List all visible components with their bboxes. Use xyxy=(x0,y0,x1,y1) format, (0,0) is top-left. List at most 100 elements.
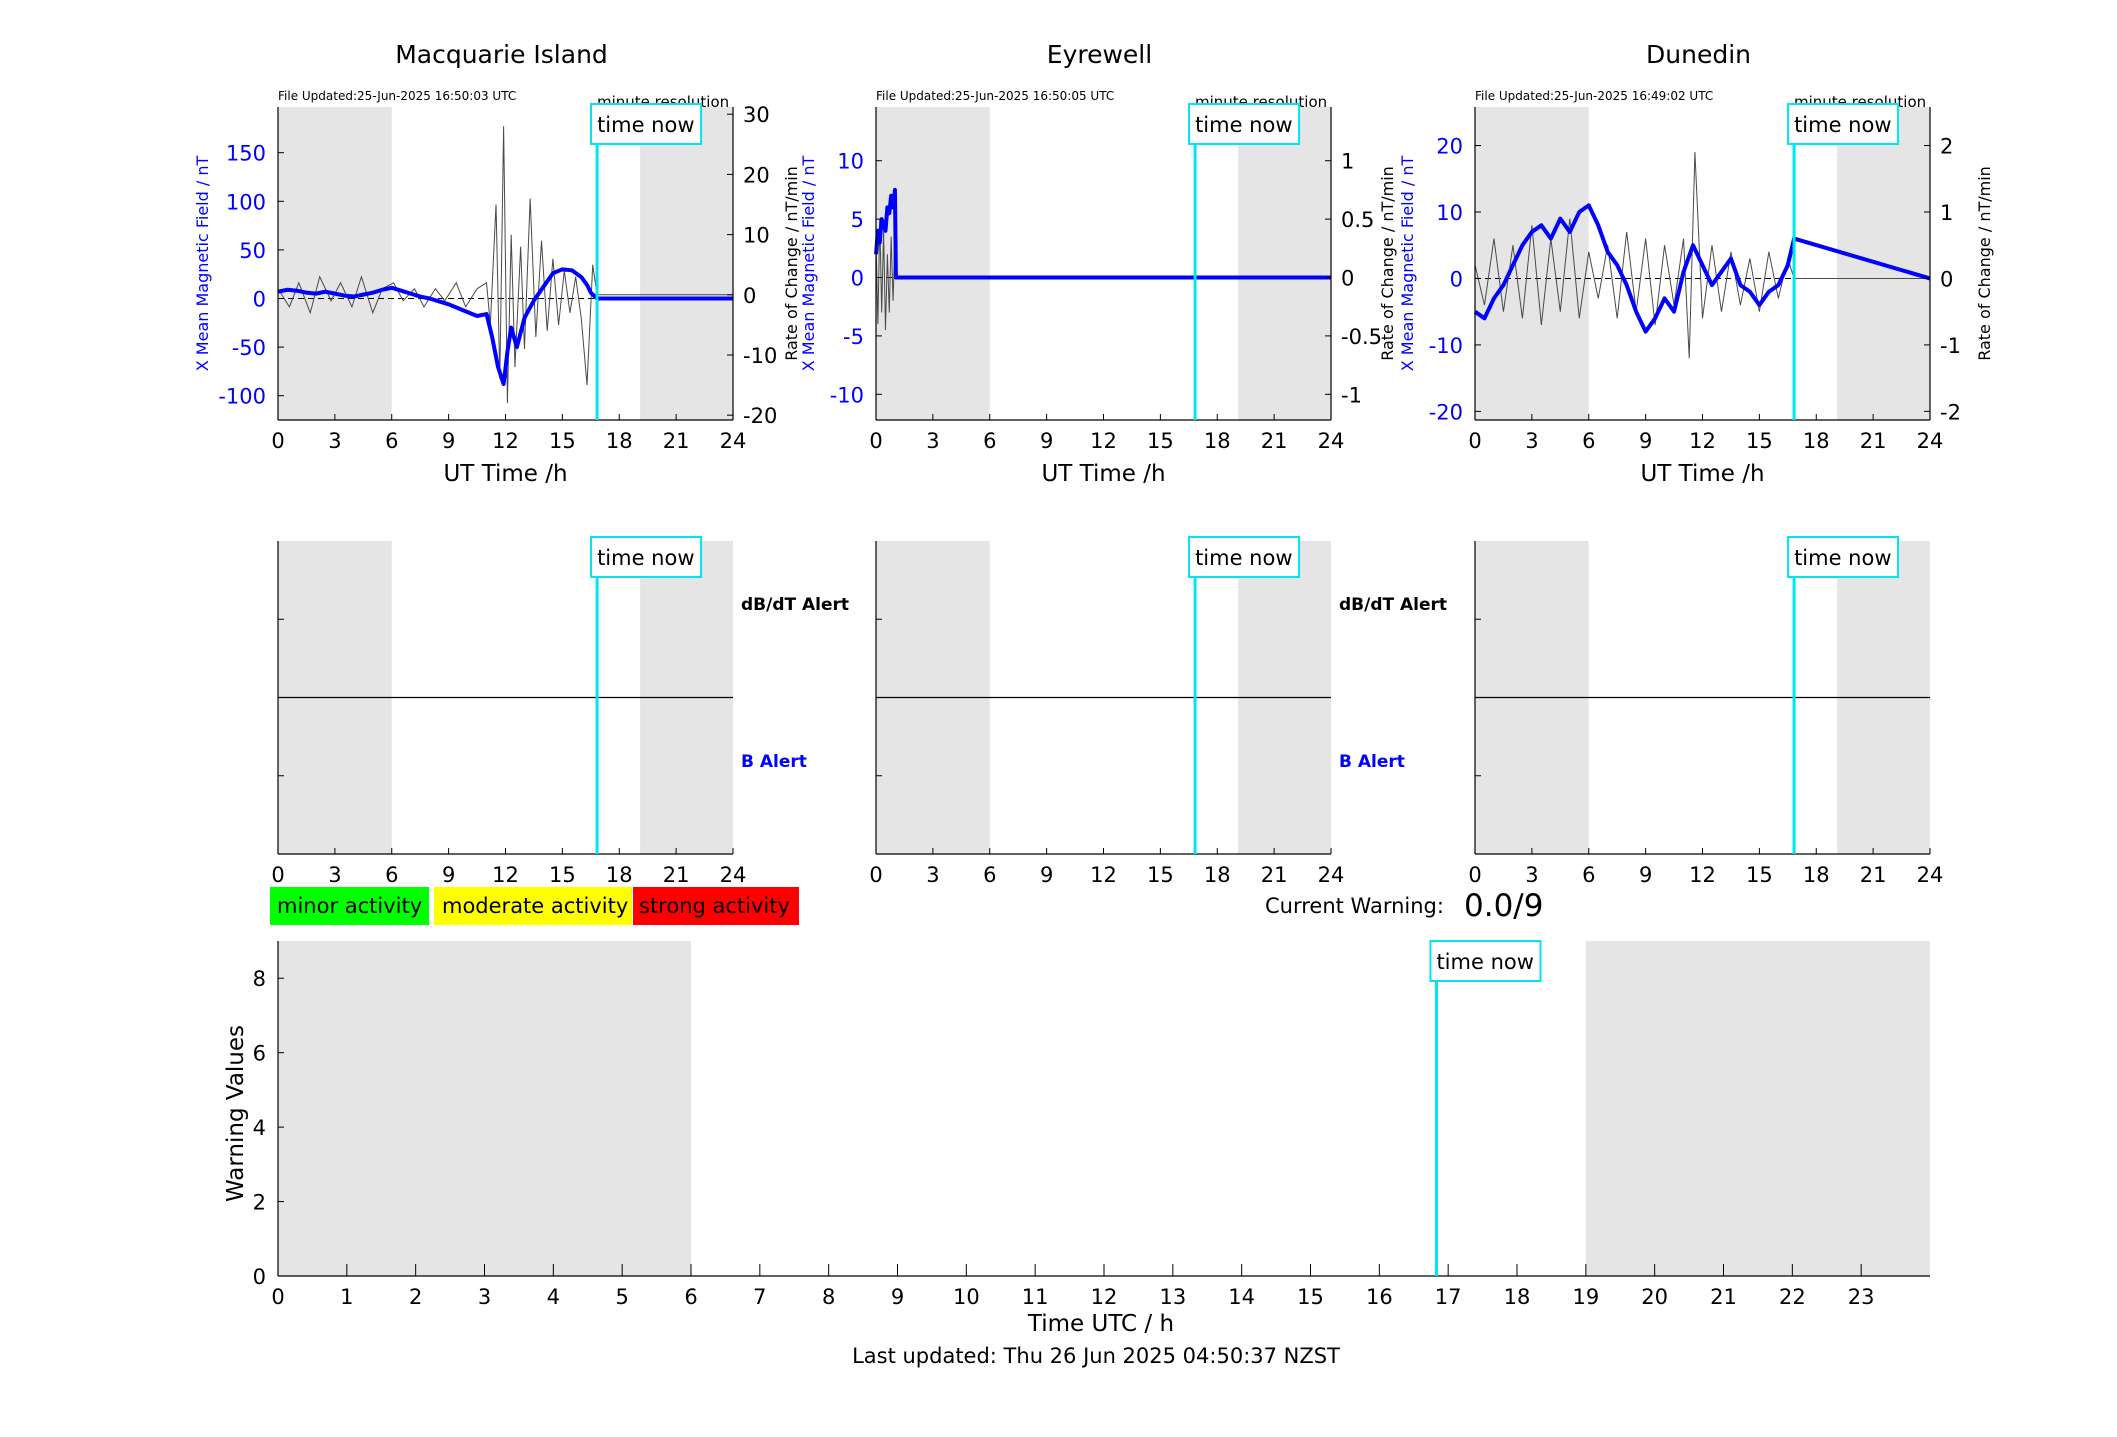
y-tick-label: 5 xyxy=(851,208,864,232)
x-tick-label: 17 xyxy=(1435,1285,1462,1309)
y-tick-label: 50 xyxy=(239,239,266,263)
legend-moderate-label: moderate activity xyxy=(442,894,628,918)
x-tick-label: 14 xyxy=(1228,1285,1255,1309)
time-now-box xyxy=(1429,940,1542,982)
b-field-series xyxy=(1473,203,1931,334)
x-tick-label: 6 xyxy=(983,863,996,887)
x-axis-label: Time UTC / h xyxy=(1027,1311,1174,1337)
x-tick-label: 3 xyxy=(478,1285,491,1309)
current-warning-label: Current Warning: xyxy=(1265,894,1444,918)
night-shade-band xyxy=(640,107,733,420)
x-tick-label: 18 xyxy=(1204,863,1231,887)
time-now-box xyxy=(590,536,703,578)
x-tick-label: 12 xyxy=(1090,863,1117,887)
legend-minor-label: minor activity xyxy=(277,894,422,918)
x-tick-label: 18 xyxy=(1504,1285,1531,1309)
x-tick-label: 15 xyxy=(1147,429,1174,453)
activity-legend: minor activity moderate activity strong … xyxy=(270,887,799,925)
x-tick-label: 1 xyxy=(340,1285,353,1309)
current-warning: Current Warning: 0.0/9 xyxy=(1265,888,1543,924)
x-tick-label: 8 xyxy=(822,1285,835,1309)
x-tick-label: 6 xyxy=(1582,863,1595,887)
x-tick-label: 21 xyxy=(1261,863,1288,887)
x-tick-label: 4 xyxy=(547,1285,560,1309)
panel-5: 0 3 6 9 12 15 18 21 24 time now xyxy=(1468,536,1943,887)
dbdt-alert-label: dB/dT Alert xyxy=(741,595,849,615)
panel-4: 0 3 6 9 12 15 18 21 24 dB/dT Alert B Alert time now xyxy=(869,536,1447,887)
night-shade-band xyxy=(278,941,691,1276)
x-tick-label: 7 xyxy=(753,1285,766,1309)
y-tick-label: -10 xyxy=(1429,334,1463,358)
x-tick-label: 12 xyxy=(492,429,519,453)
x-axis-label: UT Time /h xyxy=(443,461,567,487)
x-tick-label: 9 xyxy=(1639,429,1652,453)
x-tick-label: 0 xyxy=(869,863,882,887)
x-tick-label: 21 xyxy=(1860,429,1887,453)
x-tick-label: 11 xyxy=(1022,1285,1049,1309)
x-tick-label: 15 xyxy=(1147,863,1174,887)
x-tick-label: 3 xyxy=(328,863,341,887)
x-tick-label: 15 xyxy=(1746,863,1773,887)
x-tick-label: 6 xyxy=(684,1285,697,1309)
x-tick-label: 12 xyxy=(1689,863,1716,887)
legend-strong-label: strong activity xyxy=(639,894,790,918)
x-tick-label: 24 xyxy=(720,429,747,453)
x-tick-label: 2 xyxy=(409,1285,422,1309)
x-tick-label: 21 xyxy=(663,863,690,887)
x-tick-label: 9 xyxy=(1040,429,1053,453)
x-tick-label: 15 xyxy=(549,863,576,887)
x-tick-label: 23 xyxy=(1848,1285,1875,1309)
x-tick-label: 9 xyxy=(891,1285,904,1309)
y2-tick-label: -10 xyxy=(743,344,777,368)
x-tick-label: 3 xyxy=(1525,863,1538,887)
x-tick-label: 24 xyxy=(1318,429,1345,453)
x-tick-label: 0 xyxy=(271,863,284,887)
x-tick-label: 3 xyxy=(328,429,341,453)
y-tick-label: 0 xyxy=(1450,267,1463,291)
x-tick-label: 0 xyxy=(869,429,882,453)
time-now-box xyxy=(1787,103,1900,145)
x-tick-label: 9 xyxy=(1639,863,1652,887)
x-tick-label: 15 xyxy=(1746,429,1773,453)
x-tick-label: 10 xyxy=(953,1285,980,1309)
y-tick-label: 150 xyxy=(226,142,266,166)
x-tick-label: 0 xyxy=(1468,863,1481,887)
time-now-box xyxy=(590,103,703,145)
x-tick-label: 18 xyxy=(1803,429,1830,453)
file-updated-text: File Updated:25-Jun-2025 16:49:02 UTC xyxy=(1475,89,1713,103)
y2-tick-label: -1 xyxy=(1341,383,1362,407)
y-tick-label: 0 xyxy=(253,1265,266,1289)
legend-minor-swatch xyxy=(270,887,429,925)
x-tick-label: 6 xyxy=(983,429,996,453)
y2-tick-label: 0 xyxy=(743,284,756,308)
time-now-label: time now xyxy=(1794,546,1891,570)
b-alert-label: B Alert xyxy=(1339,752,1405,772)
night-shade-band xyxy=(1475,107,1589,420)
y-tick-label: -100 xyxy=(218,385,266,409)
legend-moderate-swatch xyxy=(434,887,632,925)
legend-strong-swatch xyxy=(633,887,799,925)
y2-tick-label: 1 xyxy=(1341,150,1354,174)
x-tick-label: 12 xyxy=(1090,429,1117,453)
x-tick-label: 18 xyxy=(1204,429,1231,453)
y2-tick-label: 10 xyxy=(743,224,770,248)
x-tick-label: 9 xyxy=(1040,863,1053,887)
y-tick-label: 10 xyxy=(837,150,864,174)
y2-tick-label: 30 xyxy=(743,103,770,127)
y2-tick-label: -20 xyxy=(743,404,777,428)
panel-title: Macquarie Island xyxy=(395,40,608,69)
rate-of-change-series xyxy=(1474,152,1930,359)
right-y-axis-label: Rate of Change / nT/min xyxy=(1975,166,1994,361)
time-now-label: time now xyxy=(1195,546,1292,570)
time-now-box xyxy=(1787,536,1900,578)
x-tick-label: 19 xyxy=(1572,1285,1599,1309)
left-y-axis-label: X Mean Magnetic Field / nT xyxy=(799,156,818,372)
x-tick-label: 22 xyxy=(1779,1285,1806,1309)
x-tick-label: 3 xyxy=(926,863,939,887)
night-shade-band xyxy=(278,107,392,420)
y-tick-label: 2 xyxy=(253,1191,266,1215)
